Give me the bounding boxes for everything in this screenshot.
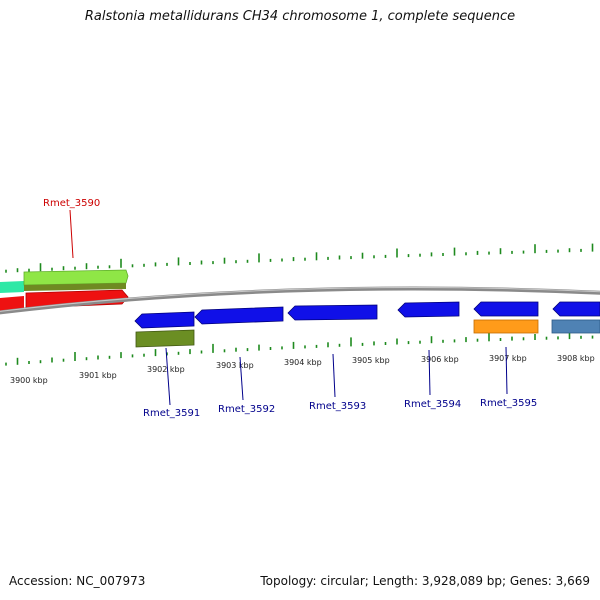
gene-label-rmet-3594[interactable]: Rmet_3594 <box>404 399 461 410</box>
gene-label-rmet-3593[interactable]: Rmet_3593 <box>309 401 366 412</box>
outer-strand-features <box>0 269 129 312</box>
gene-arrow-rmet-3591[interactable] <box>134 311 195 329</box>
gene-arrow-olive-3591[interactable] <box>135 329 195 348</box>
gene-arrow-green-light[interactable] <box>0 281 24 293</box>
gene-arrow-rmet-3592[interactable] <box>194 306 284 325</box>
leader-line-rmet-3592 <box>239 356 244 401</box>
gene-box-steelblue[interactable] <box>551 319 600 334</box>
kbp-tick-label: 3904 kbp <box>284 358 322 367</box>
leader-line-rmet-3591 <box>165 347 171 406</box>
leader-line-rmet-3590 <box>69 209 74 259</box>
gene-label-rmet-3592[interactable]: Rmet_3592 <box>218 404 275 415</box>
gene-arrow-olive[interactable] <box>24 283 126 291</box>
kbp-ruler: 3900 kbp 3901 kbp 3902 kbp 3903 kbp 3904… <box>10 354 595 385</box>
gene-arrow-lightgreen[interactable] <box>23 269 129 286</box>
kbp-tick-label: 3905 kbp <box>352 356 390 365</box>
kbp-tick-label: 3900 kbp <box>10 376 48 385</box>
map-title: Ralstonia metallidurans CH34 chromosome … <box>84 9 516 24</box>
gene-label-rmet-3591[interactable]: Rmet_3591 <box>143 408 200 419</box>
gene-labels: Rmet_3590 Rmet_3591 Rmet_3592 Rmet_3593 … <box>43 198 537 419</box>
kbp-tick-label: 3901 kbp <box>79 371 117 380</box>
kbp-tick-label: 3903 kbp <box>216 361 254 370</box>
gene-arrow-rmet-3594[interactable] <box>397 301 460 318</box>
kbp-tick-label: 3906 kbp <box>421 355 459 364</box>
kbp-tick-label: 3908 kbp <box>557 354 595 363</box>
leader-line-rmet-3595 <box>505 346 508 395</box>
leader-line-rmet-3593 <box>332 353 336 398</box>
chromosome-backbone <box>0 286 600 315</box>
kbp-tick-label: 3902 kbp <box>147 365 185 374</box>
kbp-tick-label: 3907 kbp <box>489 354 527 363</box>
gene-arrow-rmet-3595[interactable] <box>473 301 539 317</box>
accession-label: Accession: NC_007973 <box>9 574 146 588</box>
gene-label-rmet-3595[interactable]: Rmet_3595 <box>480 398 537 409</box>
gene-arrow-blue-right[interactable] <box>552 301 600 317</box>
inner-strand-features <box>134 301 600 348</box>
inner-gc-ticks <box>5 332 594 366</box>
leader-line-rmet-3594 <box>428 349 431 396</box>
gene-arrow-rmet-3593[interactable] <box>287 304 378 321</box>
topology-summary: Topology: circular; Length: 3,928,089 bp… <box>260 574 590 588</box>
gene-box-orange[interactable] <box>473 319 539 334</box>
chromosome-backbone-highlight <box>0 287 600 312</box>
gene-label-rmet-3590[interactable]: Rmet_3590 <box>43 198 100 209</box>
gene-arrow-red-left[interactable] <box>0 296 24 312</box>
outer-gc-ticks <box>5 243 594 273</box>
